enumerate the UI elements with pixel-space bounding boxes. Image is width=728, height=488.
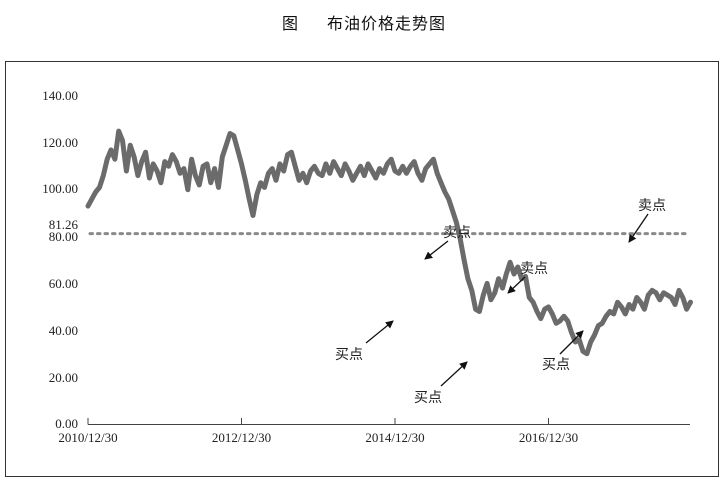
arrow-icon (440, 361, 468, 387)
annotation-buy-3: 买点 (542, 330, 584, 373)
y-axis: 140.00 120.00 100.00 81.26 80.00 60.00 4… (42, 88, 78, 431)
price-line-brent (85, 128, 693, 357)
y-tick-120: 120.00 (42, 135, 78, 150)
figure-label: 图 (281, 14, 299, 33)
x-tick-2012: 2012/12/30 (212, 430, 271, 445)
x-tick-2010: 2010/12/30 (58, 430, 117, 445)
annotation-label: 卖点 (520, 261, 548, 277)
arrow-icon (365, 320, 394, 344)
arrow-icon (507, 276, 526, 294)
y-tick-60: 60.00 (49, 276, 78, 291)
y-tick-20: 20.00 (49, 370, 78, 385)
chart-title: 图 布油价格走势图 (0, 10, 728, 34)
annotation-label: 卖点 (443, 225, 471, 241)
annotation-sell-2: 卖点 (507, 261, 548, 294)
annotation-label: 买点 (335, 347, 363, 363)
y-tick-100: 100.00 (42, 181, 78, 196)
arrow-icon (628, 213, 649, 243)
figure-title: 布油价格走势图 (327, 14, 447, 33)
x-tick-2014: 2014/12/30 (365, 430, 424, 445)
x-tick-2016: 2016/12/30 (519, 430, 578, 445)
arrow-icon (559, 330, 584, 355)
arrow-icon (424, 240, 449, 260)
chart-frame (5, 61, 719, 477)
annotation-buy-2: 买点 (414, 361, 468, 406)
annotation-label: 买点 (414, 390, 442, 406)
annotation-sell-3: 卖点 (628, 198, 666, 243)
annotation-buy-1: 买点 (335, 320, 394, 363)
annotation-sell-1: 卖点 (424, 225, 471, 260)
y-tick-81-26: 81.26 (49, 217, 79, 232)
y-tick-80: 80.00 (49, 229, 78, 244)
annotation-label: 卖点 (638, 198, 666, 214)
y-tick-0: 0.00 (55, 416, 78, 431)
annotation-label: 买点 (542, 357, 570, 373)
y-tick-40: 40.00 (49, 323, 78, 338)
x-axis: 2010/12/30 2012/12/30 2014/12/30 2016/12… (58, 418, 690, 445)
y-tick-140: 140.00 (42, 88, 78, 103)
